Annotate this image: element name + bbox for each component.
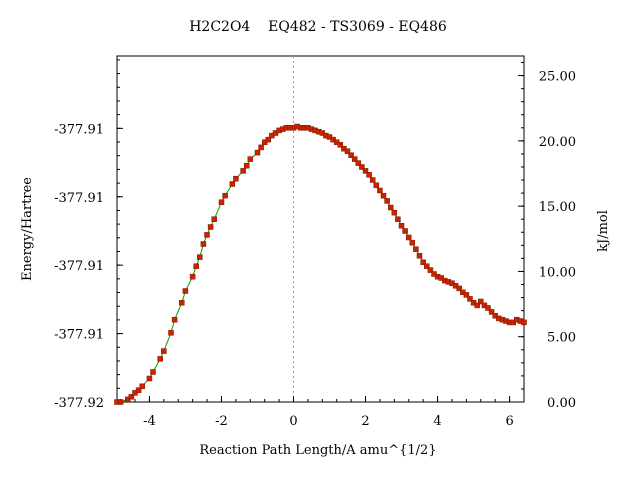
plot-frame [116,55,525,403]
data-point [377,187,383,194]
x-tick-label: 2 [361,414,369,429]
data-point [240,168,246,174]
data-point [157,356,163,362]
data-point [211,216,217,222]
y-left-tick-label: -377.92 [54,396,104,411]
data-point [193,263,199,269]
y-right-tick-label: 20.00 [539,135,576,150]
y-right-axis-label: kJ/mol [596,210,611,252]
data-point [463,292,470,298]
data-point [391,209,398,216]
data-point [398,222,405,229]
data-point [128,394,135,400]
data-point [135,387,142,393]
chart-title: H2C2O4 EQ482 - TS3069 - EQ486 [189,19,447,35]
data-point [384,198,390,204]
data-point [117,399,124,405]
data-point [218,199,225,205]
data-point [139,383,145,390]
data-point [467,296,473,302]
energy-profile-line [117,125,525,403]
x-tick-label: -4 [143,414,156,429]
y-right-tick-label: 25.00 [539,70,576,85]
energy-profile-markers [114,123,527,405]
data-point [424,263,430,269]
data-point [359,164,365,170]
data-point [380,192,387,199]
data-point [348,152,354,158]
data-point [427,267,434,273]
x-axis-ticks: -4 -2 0 2 4 6 [120,396,525,429]
y-right-axis-ticks: 0.00 5.00 10.00 15.00 20.00 25.00 [518,62,576,411]
y-left-axis-label: Energy/Hartree [20,177,35,281]
data-point [168,330,174,336]
data-point [254,149,261,156]
data-point [420,259,426,266]
data-point [222,192,228,199]
data-point [344,148,351,155]
data-point [189,273,196,280]
data-point [207,224,214,230]
x-tick-label: 0 [289,414,297,429]
data-point [402,228,408,234]
x-tick-label: -2 [215,414,228,429]
x-tick-label: 4 [433,414,441,429]
data-point [355,160,362,166]
data-point [351,156,358,162]
data-point [369,177,376,183]
data-point [485,305,491,311]
y-right-tick-label: 15.00 [539,200,576,215]
data-point [204,232,210,238]
data-point [474,302,480,309]
data-point [362,168,369,174]
data-point [161,348,167,354]
data-point [413,246,419,252]
data-point [405,234,412,241]
y-right-tick-label: 5.00 [547,331,576,346]
data-point [197,254,203,260]
data-point [200,241,207,247]
y-right-tick-label: 10.00 [539,265,576,280]
data-point [366,172,372,178]
y-left-tick-label: -377.91 [54,259,104,274]
y-right-tick-label: 0.00 [547,396,576,411]
data-point [265,136,272,143]
data-point [171,316,178,323]
data-point [387,204,394,211]
data-point [409,239,416,246]
data-point [395,216,401,222]
data-point [150,369,156,375]
x-axis-label: Reaction Path Length/A amu^{1/2} [199,443,436,458]
data-point [233,175,239,182]
data-point [521,319,527,326]
data-point [337,142,344,148]
y-left-tick-label: -377.91 [54,328,104,343]
data-point [416,253,423,259]
y-left-axis-ticks: -377.92 -377.91 -377.91 -377.91 -377.91 [54,59,123,411]
data-point [243,162,250,169]
data-point [373,182,380,189]
x-tick-label: 6 [505,414,513,429]
data-point [247,156,254,162]
y-left-tick-label: -377.91 [54,122,104,137]
data-point [146,375,153,382]
data-point [478,298,484,305]
data-point [258,144,264,151]
data-point [456,285,462,292]
data-point [488,309,495,315]
data-point [182,288,189,294]
y-left-tick-label: -377.91 [54,191,104,206]
data-point [179,300,185,306]
data-point [229,181,236,187]
